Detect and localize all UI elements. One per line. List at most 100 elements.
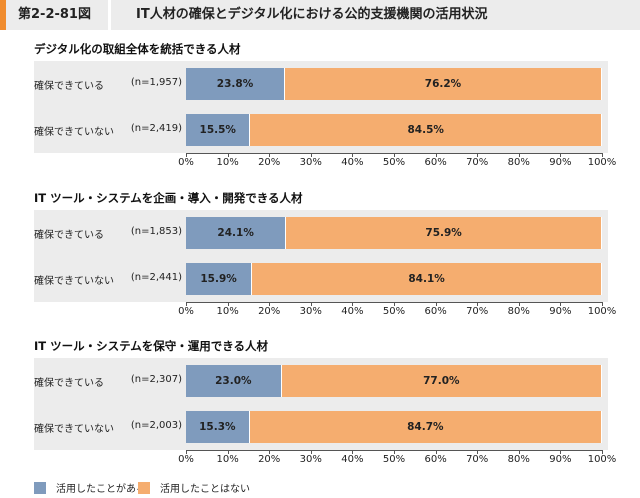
bar-segment-not-used: 84.1% [252,263,602,295]
x-tick-label: 70% [466,157,489,168]
x-tick-label: 40% [341,306,364,317]
bar-segment-used: 23.8% [186,68,285,100]
bar-segment-used: 15.5% [186,114,251,146]
legend-label-used: 活用したことがある [56,484,146,495]
x-axis-tick [602,153,603,157]
x-tick-label: 30% [299,157,322,168]
x-axis-tick [269,450,271,454]
bar-segment-not-used: 75.9% [286,217,602,249]
bar-segment-not-used: 77.0% [281,365,602,397]
row-label: 確保できている [34,230,104,241]
x-tick-label: 50% [382,157,406,168]
x-tick-label: 10% [216,306,239,317]
bar-segment-used: 15.3% [186,411,250,443]
x-axis-tick [518,450,520,454]
x-tick-label: 90% [549,306,572,317]
row-sample-size: (n=2,003) [130,420,182,431]
x-axis-tick [394,302,395,306]
x-axis-tick [394,153,395,157]
x-axis-tick [602,450,603,454]
x-axis-tick [560,153,562,157]
legend-item-not-used: 活用したことはない [138,480,250,495]
x-tick-label: 40% [341,157,364,168]
row-label: 確保できていない [34,127,114,138]
x-tick-label: 80% [507,306,530,317]
x-axis-tick [227,302,229,306]
x-tick-label: 90% [549,157,572,168]
row-sample-size: (n=2,441) [130,272,182,283]
bar-segment-used: 15.9% [186,263,253,295]
x-tick-label: 10% [216,454,239,465]
header-separator [108,0,111,30]
header-accent-bar [0,0,6,30]
x-axis-tick [186,153,187,157]
bar-segment-not-used: 76.2% [285,68,602,100]
row-label: 確保できている [34,81,104,92]
x-axis-tick [269,153,271,157]
x-axis-tick [602,302,603,306]
x-tick-label: 0% [178,306,194,317]
x-tick-label: 90% [549,454,572,465]
x-axis-tick [352,302,354,306]
figure-label: 第2-2-81図 [18,7,91,22]
x-axis-tick [518,153,520,157]
x-tick-label: 30% [299,306,322,317]
x-tick-label: 40% [341,454,364,465]
x-axis-tick [560,450,562,454]
x-tick-label: 70% [466,454,489,465]
x-tick-label: 0% [178,157,194,168]
x-tick-label: 50% [382,454,406,465]
x-axis-tick [186,450,187,454]
x-axis-tick [435,153,437,157]
x-tick-label: 30% [299,454,322,465]
x-axis-tick [186,302,187,306]
x-axis-tick [352,153,354,157]
bar-segment-not-used: 84.7% [249,411,602,443]
panel-title: IT ツール・システムを企画・導入・開発できる人材 [34,191,303,205]
x-tick-label: 0% [178,454,194,465]
figure-header: 第2-2-81図 IT人材の確保とデジタル化における公的支援機関の活用状況 [0,0,640,30]
row-sample-size: (n=1,957) [130,77,182,88]
row-label: 確保できている [34,378,104,389]
x-axis-tick [352,450,354,454]
panel-title: デジタル化の取組全体を統括できる人材 [34,42,241,56]
x-tick-label: 100% [587,306,617,317]
x-axis-tick [394,450,395,454]
x-tick-label: 100% [587,454,617,465]
row-sample-size: (n=2,307) [130,374,182,385]
x-tick-label: 50% [382,306,406,317]
x-axis-tick [269,302,271,306]
x-tick-label: 60% [424,306,447,317]
row-sample-size: (n=1,853) [130,226,182,237]
x-axis-tick [435,450,437,454]
legend-swatch-used [34,481,46,494]
row-sample-size: (n=2,419) [130,123,182,134]
x-tick-label: 20% [258,306,281,317]
panel-title: IT ツール・システムを保守・運用できる人材 [34,339,269,353]
x-tick-label: 10% [216,157,239,168]
x-tick-label: 60% [424,157,447,168]
x-axis-tick [310,450,312,454]
row-label: 確保できていない [34,424,114,435]
row-label: 確保できていない [34,276,114,287]
x-axis-tick [310,302,312,306]
bar-segment-used: 24.1% [186,217,287,249]
x-tick-label: 80% [507,454,530,465]
x-axis-tick [477,153,479,157]
x-axis-tick [518,302,520,306]
x-tick-label: 20% [258,157,281,168]
figure-title: IT人材の確保とデジタル化における公的支援機関の活用状況 [136,7,488,22]
x-axis-tick [227,153,229,157]
x-axis-tick [227,450,229,454]
legend-item-used: 活用したことがある [34,480,146,495]
legend-swatch-not-used [138,481,150,494]
x-axis-tick [477,450,479,454]
x-axis-tick [477,302,479,306]
x-tick-label: 70% [466,306,489,317]
x-axis-tick [310,153,312,157]
x-axis-tick [435,302,437,306]
x-tick-label: 100% [587,157,617,168]
bar-segment-not-used: 84.5% [250,114,602,146]
x-tick-label: 60% [424,454,447,465]
x-axis-tick [560,302,562,306]
